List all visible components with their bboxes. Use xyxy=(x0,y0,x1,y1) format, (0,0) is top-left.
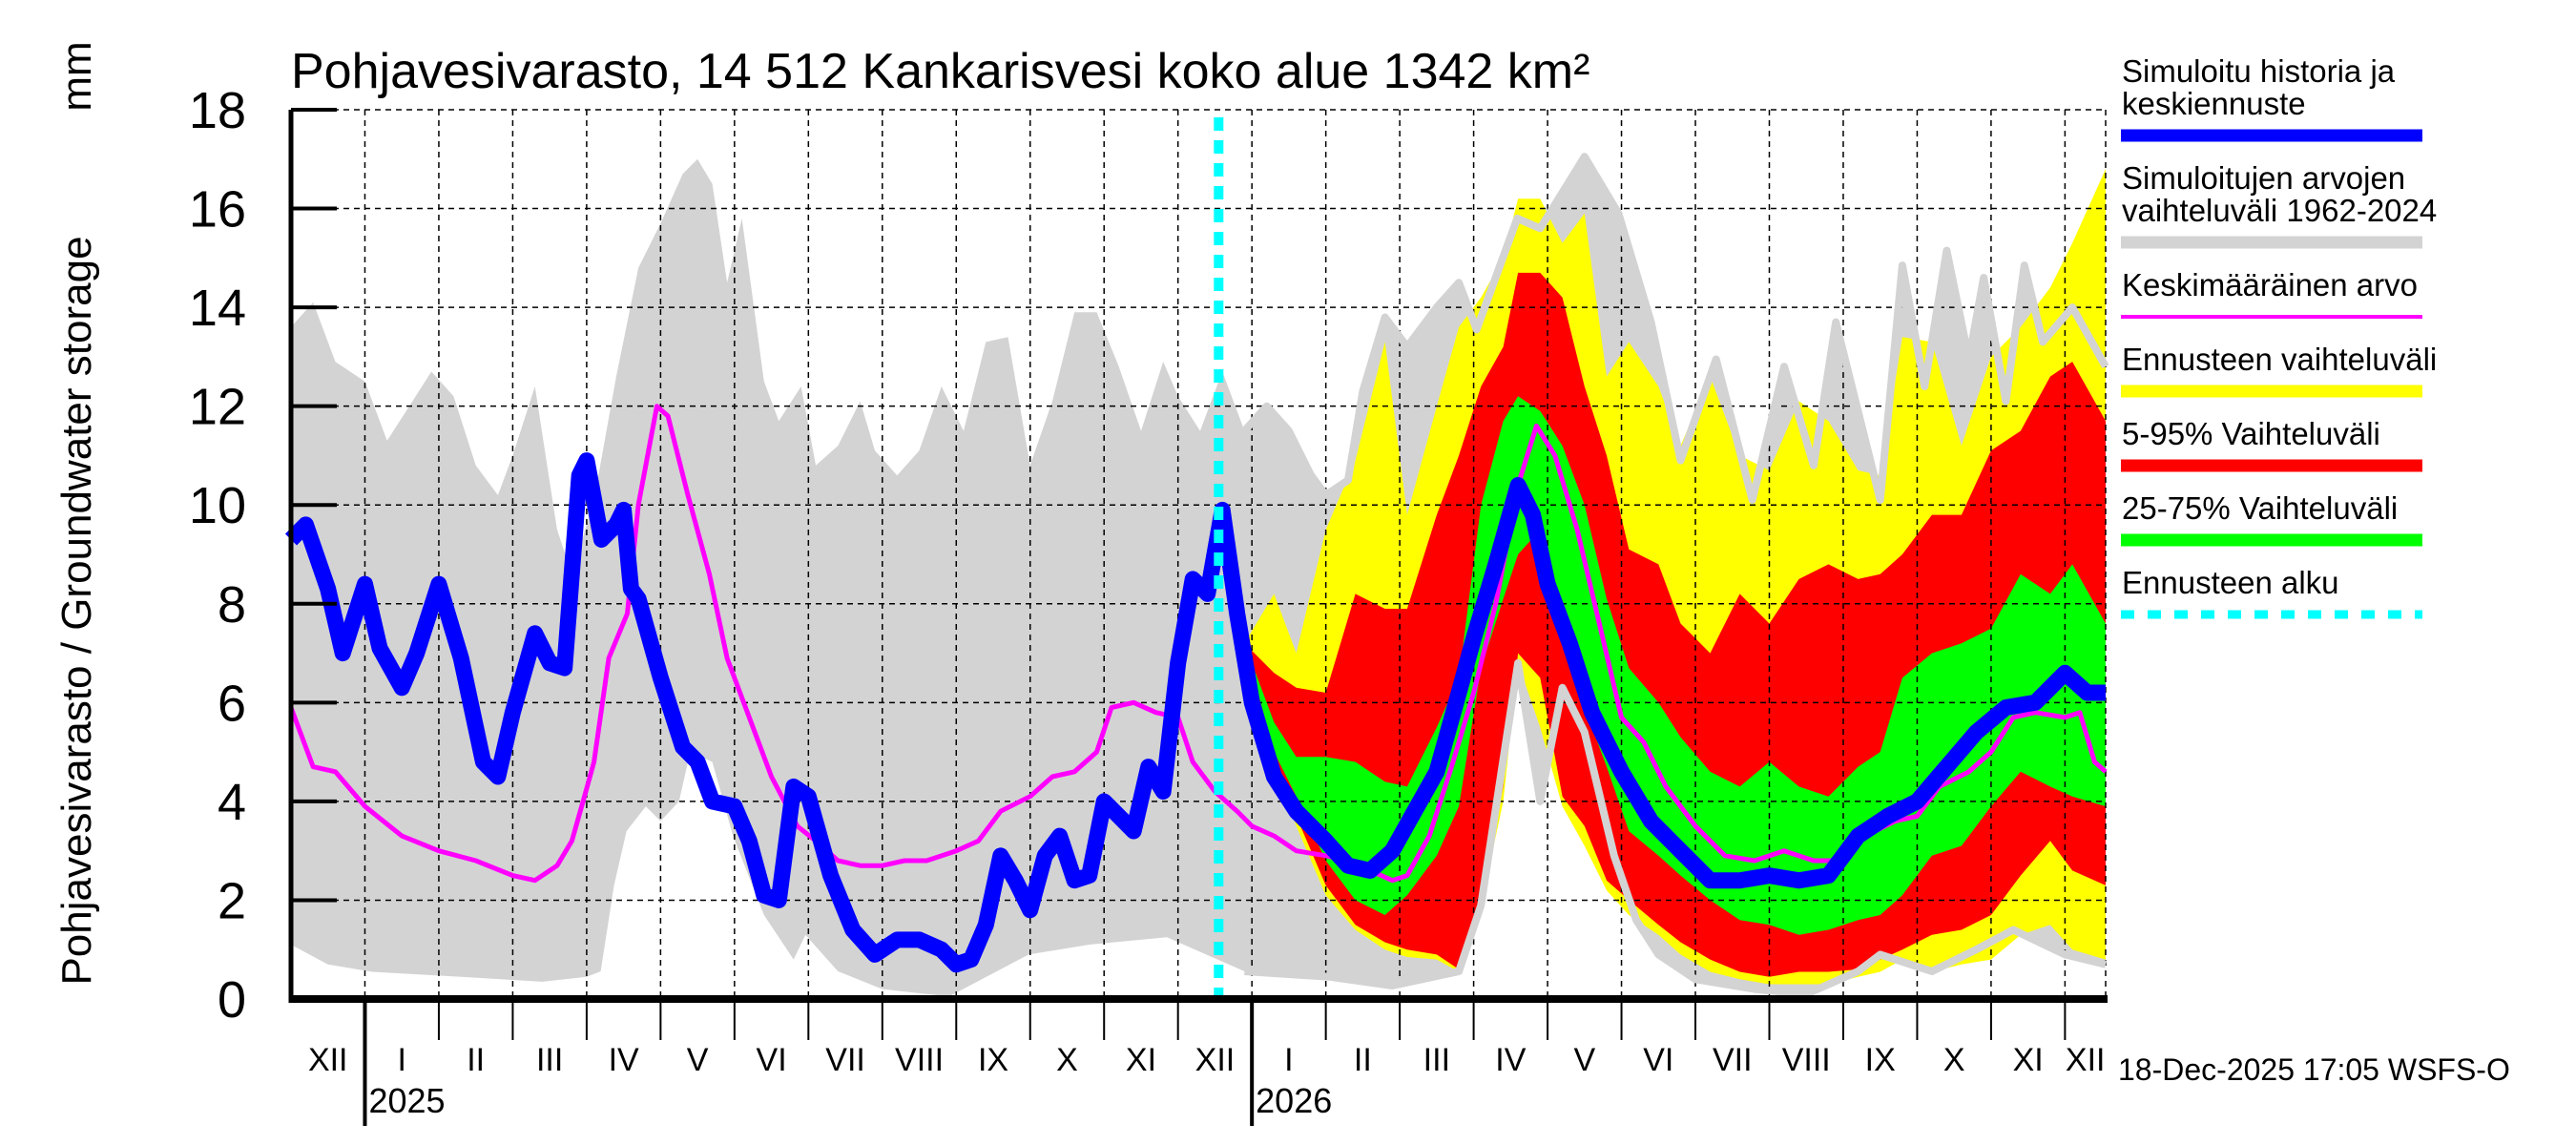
month-tick-label: XI xyxy=(1126,1042,1156,1078)
month-tick-label: I xyxy=(397,1042,405,1078)
y-tick-label: 10 xyxy=(189,477,246,534)
year-label: 2026 xyxy=(1256,1081,1332,1120)
y-tick-label: 2 xyxy=(218,872,246,929)
chart-grid xyxy=(291,109,2107,999)
y-tick-label: 16 xyxy=(189,181,246,239)
month-tick-label: I xyxy=(1284,1042,1293,1078)
y-tick-label: 6 xyxy=(218,675,246,732)
month-tick-label: XI xyxy=(2013,1042,2044,1078)
month-tick-label: VIII xyxy=(895,1042,944,1078)
month-tick-label: IV xyxy=(609,1042,639,1078)
forecast-25-75-band xyxy=(1244,396,2106,935)
legend-item: Ennusteen vaihteluväli xyxy=(2121,342,2437,398)
month-tick-label: VI xyxy=(757,1042,787,1078)
y-tick-label: 8 xyxy=(218,576,246,634)
month-tick-label: VII xyxy=(1713,1042,1753,1078)
year-label: 2025 xyxy=(368,1081,445,1120)
legend-item: 5-95% Vaihteluväli xyxy=(2121,416,2422,472)
legend-label: keskiennuste xyxy=(2122,86,2306,121)
month-tick-label: II xyxy=(1354,1042,1372,1078)
month-tick-label: XII xyxy=(308,1042,348,1078)
legend-label: Ennusteen alku xyxy=(2122,565,2339,600)
month-tick-label: VIII xyxy=(1782,1042,1831,1078)
historical-min-line xyxy=(1244,658,2107,998)
month-tick-label: VII xyxy=(825,1042,865,1078)
legend-label: Keskimääräinen arvo xyxy=(2122,267,2418,302)
historical-max-line xyxy=(1241,153,2109,504)
legend-label: Simuloitu historia ja xyxy=(2122,53,2396,89)
y-tick-label: 14 xyxy=(189,280,246,337)
month-tick-label: IV xyxy=(1495,1042,1526,1078)
month-tick-label: IX xyxy=(1865,1042,1896,1078)
y-tick-label: 18 xyxy=(189,82,246,139)
month-tick-label: VI xyxy=(1643,1042,1673,1078)
legend-item: Keskimääräinen arvo xyxy=(2121,267,2422,319)
month-tick-label: IX xyxy=(978,1042,1008,1078)
month-tick-label: V xyxy=(1573,1042,1595,1078)
chart-lines xyxy=(284,117,2109,999)
month-tick-label: III xyxy=(1423,1042,1450,1078)
legend-label: Ennusteen vaihteluväli xyxy=(2122,342,2437,377)
y-tick-label: 4 xyxy=(218,774,246,831)
legend-item: Ennusteen alku xyxy=(2121,565,2422,619)
legend: Simuloitu historia jakeskiennusteSimuloi… xyxy=(2121,53,2437,619)
month-tick-label: XII xyxy=(2066,1042,2106,1078)
mean-value-line xyxy=(288,404,2108,884)
legend-label: 5-95% Vaihteluväli xyxy=(2122,416,2380,451)
month-tick-label: III xyxy=(536,1042,563,1078)
month-tick-label: XII xyxy=(1195,1042,1236,1078)
month-tick-label: X xyxy=(1943,1042,1965,1078)
legend-label: 25-75% Vaihteluväli xyxy=(2122,490,2398,526)
y-tick-label: 12 xyxy=(189,379,246,436)
y-axis-unit: mm xyxy=(53,41,100,111)
legend-item: 25-75% Vaihteluväli xyxy=(2121,490,2422,547)
month-tick-label: X xyxy=(1056,1042,1078,1078)
month-tick-label: II xyxy=(467,1042,485,1078)
chart-title: Pohjavesivarasto, 14 512 Kankarisvesi ko… xyxy=(291,44,1589,99)
month-tick-label: V xyxy=(687,1042,709,1078)
y-tick-label: 0 xyxy=(218,971,246,1029)
chart-axes xyxy=(288,108,2108,1126)
legend-label: Simuloitujen arvojen xyxy=(2122,160,2405,196)
timestamp: 18-Dec-2025 17:05 WSFS-O xyxy=(2118,1052,2510,1087)
simulated-median-line xyxy=(284,452,2106,973)
y-axis-label: Pohjavesivarasto / Groundwater storage xyxy=(53,236,100,985)
legend-label: vaihteluväli 1962-2024 xyxy=(2122,193,2437,228)
